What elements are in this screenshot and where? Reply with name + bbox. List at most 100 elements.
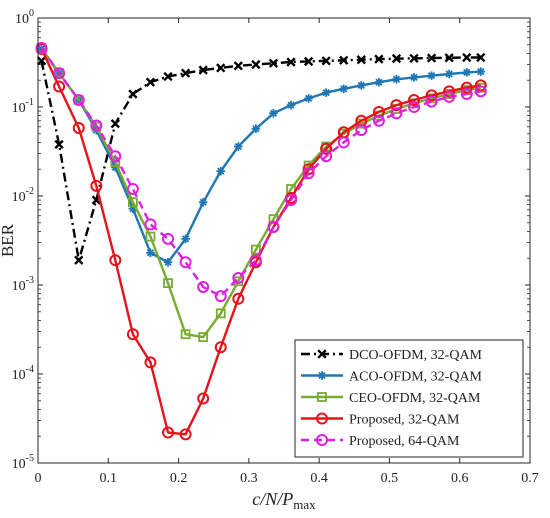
marker-stroke xyxy=(477,67,485,76)
data-point xyxy=(110,119,120,129)
series-3 xyxy=(36,43,486,342)
marker-shape xyxy=(267,220,280,233)
data-point xyxy=(145,231,156,242)
data-point xyxy=(109,254,122,267)
y-tick-label: 10-2 xyxy=(12,186,34,205)
y-tick-label-exponent: -3 xyxy=(26,275,34,286)
data-point xyxy=(409,53,419,64)
data-point xyxy=(355,124,368,137)
data-point xyxy=(285,194,298,207)
legend-swatch-marker xyxy=(317,371,327,380)
data-point xyxy=(269,108,278,118)
data-point xyxy=(249,254,262,267)
series-1 xyxy=(36,52,486,265)
marker-stroke xyxy=(287,101,295,109)
marker-shape xyxy=(460,87,473,100)
marker-stroke xyxy=(54,139,64,150)
marker-shape xyxy=(162,232,175,245)
series-5 xyxy=(35,42,487,303)
data-point xyxy=(126,328,139,341)
y-axis-label: BER xyxy=(0,223,17,257)
marker-stroke xyxy=(36,56,47,66)
y-tick-label-exponent: -2 xyxy=(26,186,34,197)
marker-stroke xyxy=(286,57,296,67)
data-point xyxy=(474,85,487,98)
data-point xyxy=(444,69,454,79)
x-tick-label: 0 xyxy=(35,471,42,486)
data-point xyxy=(179,256,192,269)
data-point xyxy=(198,332,209,342)
marker-shape xyxy=(232,271,245,284)
data-point xyxy=(145,77,156,87)
marker-shape xyxy=(285,194,298,207)
y-tick-label: 10-4 xyxy=(12,364,34,383)
data-point xyxy=(374,54,384,64)
data-point xyxy=(372,114,385,127)
data-point xyxy=(197,392,210,405)
x-tick-label: 0.1 xyxy=(100,471,118,486)
marker-stroke xyxy=(251,59,261,70)
marker-shape xyxy=(390,107,403,120)
marker-shape xyxy=(232,292,245,305)
y-tick-label-base: 10 xyxy=(12,190,26,205)
data-point xyxy=(320,150,333,163)
data-point xyxy=(53,67,66,80)
data-point xyxy=(462,68,472,77)
x-axis-label: c/N/Pmax xyxy=(252,489,316,512)
data-point xyxy=(146,248,155,258)
marker-shape xyxy=(35,42,48,55)
data-point xyxy=(339,55,349,65)
data-point xyxy=(321,56,331,66)
marker-shape xyxy=(53,80,66,93)
data-point xyxy=(357,81,366,90)
data-point xyxy=(198,65,208,75)
marker-shape xyxy=(249,254,262,267)
marker-shape xyxy=(127,197,138,208)
data-point xyxy=(90,119,103,132)
y-tick-label: 10-5 xyxy=(12,453,34,472)
marker-shape xyxy=(372,105,385,118)
marker-shape xyxy=(90,119,103,132)
x-tick-label: 0.6 xyxy=(451,471,469,486)
marker-stroke xyxy=(392,75,401,83)
legend-item: CEO-OFDM, 32-QAM xyxy=(301,391,481,406)
x-tick-label: 0.4 xyxy=(310,471,328,486)
data-point xyxy=(390,107,403,120)
data-point xyxy=(232,292,245,305)
legend-swatch-marker xyxy=(316,412,328,425)
marker-stroke xyxy=(426,53,437,63)
data-point xyxy=(144,218,157,231)
x-tick-label: 0.3 xyxy=(240,471,258,486)
marker-stroke xyxy=(356,55,366,65)
legend-label: CEO-OFDM, 32-QAM xyxy=(349,391,481,406)
marker-stroke xyxy=(339,55,349,65)
marker-shape xyxy=(214,290,227,303)
marker-stroke xyxy=(476,52,486,63)
marker-shape xyxy=(144,218,157,231)
marker-shape xyxy=(425,89,438,102)
marker-shape xyxy=(408,101,421,113)
marker-shape xyxy=(390,99,403,112)
data-point xyxy=(197,280,210,293)
series-layer xyxy=(35,42,487,441)
marker-stroke xyxy=(303,56,314,67)
legend-item: DCO-OFDM, 32-QAM xyxy=(301,348,483,363)
data-point xyxy=(474,79,487,92)
data-point xyxy=(460,81,473,94)
data-point xyxy=(214,341,227,354)
data-point xyxy=(339,84,349,94)
data-point xyxy=(72,93,85,106)
data-point xyxy=(302,167,315,180)
data-point xyxy=(109,150,122,163)
marker-shape xyxy=(317,392,327,402)
data-point xyxy=(72,122,85,135)
x-tick-label: 0.5 xyxy=(381,471,399,486)
data-point xyxy=(54,139,64,150)
data-point xyxy=(163,257,173,267)
marker-stroke xyxy=(391,53,402,64)
data-point xyxy=(181,234,190,244)
data-point xyxy=(408,101,421,113)
data-point xyxy=(250,244,261,255)
y-tick-label-exponent: -5 xyxy=(26,453,34,464)
marker-stroke xyxy=(181,235,190,243)
